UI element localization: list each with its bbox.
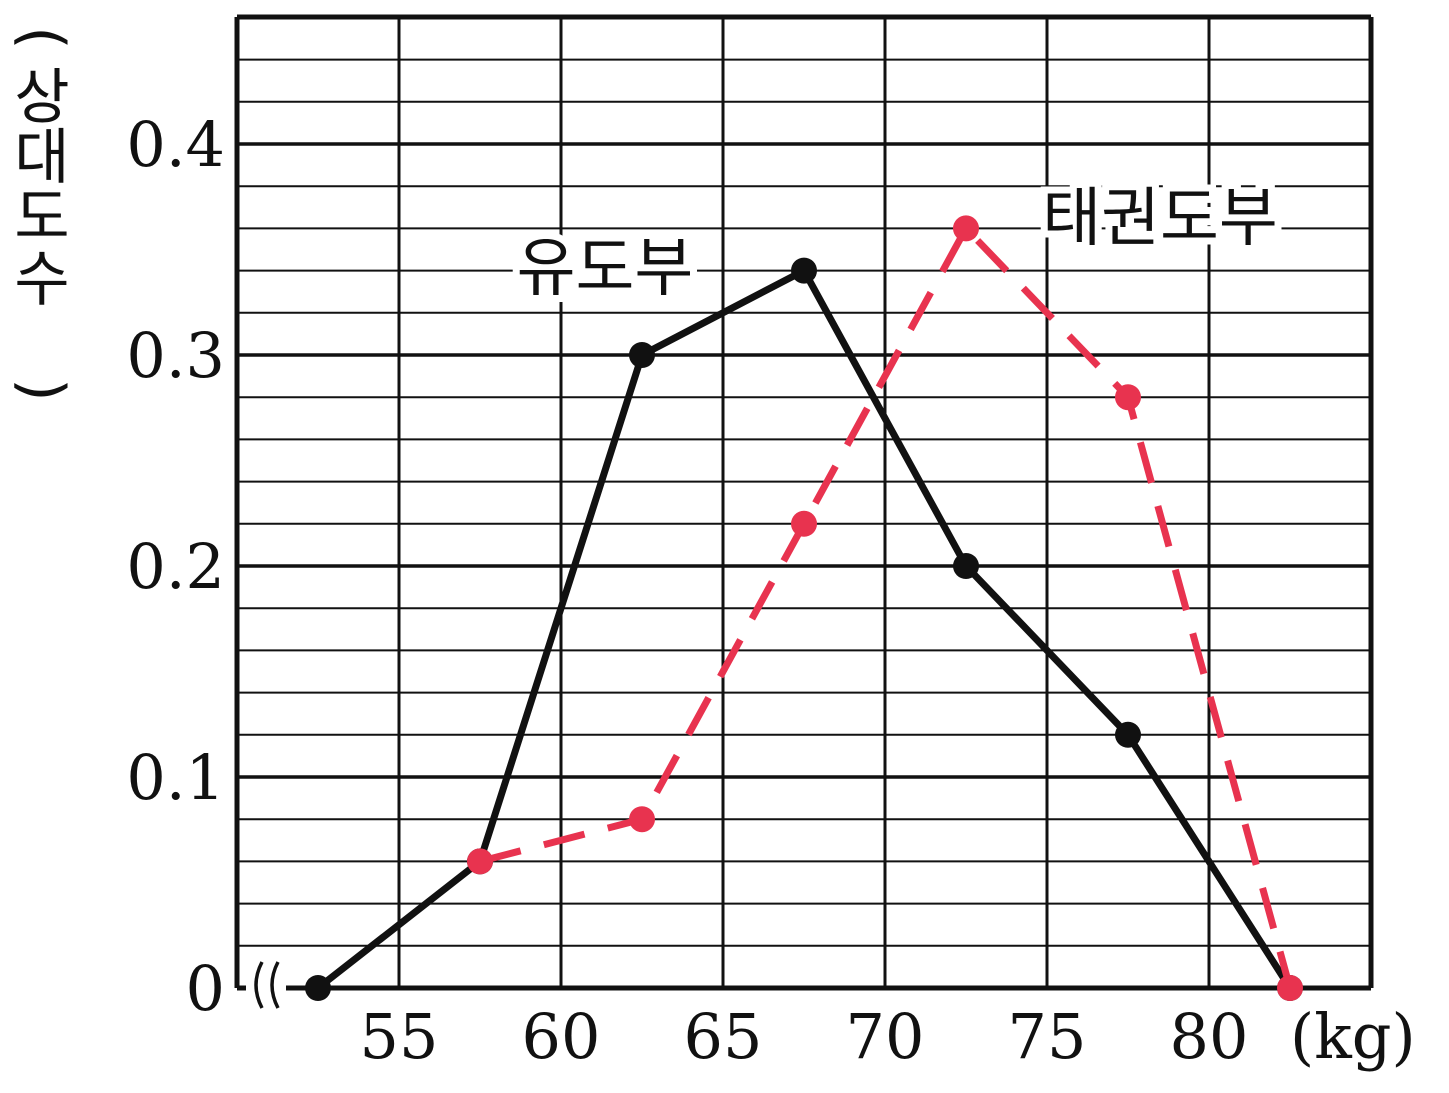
y-tick-label: 0.3 xyxy=(126,319,225,392)
data-point xyxy=(953,553,979,579)
y-axis-label-char: 대 xyxy=(14,123,69,193)
series-label: 유도부 xyxy=(517,232,694,306)
x-tick-label: 55 xyxy=(360,1000,439,1073)
y-axis-label-char: 도 xyxy=(14,183,69,253)
x-tick-label: 65 xyxy=(684,1000,763,1073)
data-point xyxy=(629,806,655,833)
data-point xyxy=(953,215,979,242)
y-axis-label-char: ) xyxy=(7,378,77,401)
axis-break-mark xyxy=(254,961,280,1009)
y-tick-label: 0.2 xyxy=(126,530,225,603)
x-tick-label: 75 xyxy=(1008,1000,1087,1073)
series-line xyxy=(479,224,1294,989)
y-axis-label-char: 상 xyxy=(14,63,69,133)
y-axis-label-char: ( xyxy=(7,26,77,49)
x-unit-label: (kg) xyxy=(1290,1000,1416,1073)
axis-break-gap xyxy=(246,960,286,1010)
data-point xyxy=(305,975,331,1001)
data-point xyxy=(1115,721,1141,748)
series-layer xyxy=(305,215,1303,1001)
y-axis-label-char: 수 xyxy=(14,245,69,315)
x-tick-label: 80 xyxy=(1170,1000,1249,1073)
data-point xyxy=(629,342,655,368)
data-point xyxy=(467,848,493,875)
axes xyxy=(234,14,1374,1010)
y-tick-label: 0 xyxy=(186,952,225,1025)
x-tick-label: 70 xyxy=(846,1000,925,1073)
series-label: 태권도부 xyxy=(1042,182,1278,256)
data-point xyxy=(791,257,817,284)
data-point xyxy=(1115,384,1141,411)
data-point xyxy=(791,510,817,537)
series-line xyxy=(315,267,1293,991)
x-tick-label: 60 xyxy=(522,1000,601,1073)
data-point xyxy=(1277,975,1303,1001)
y-tick-label: 0.4 xyxy=(126,108,225,181)
y-tick-label: 0.1 xyxy=(126,741,225,814)
